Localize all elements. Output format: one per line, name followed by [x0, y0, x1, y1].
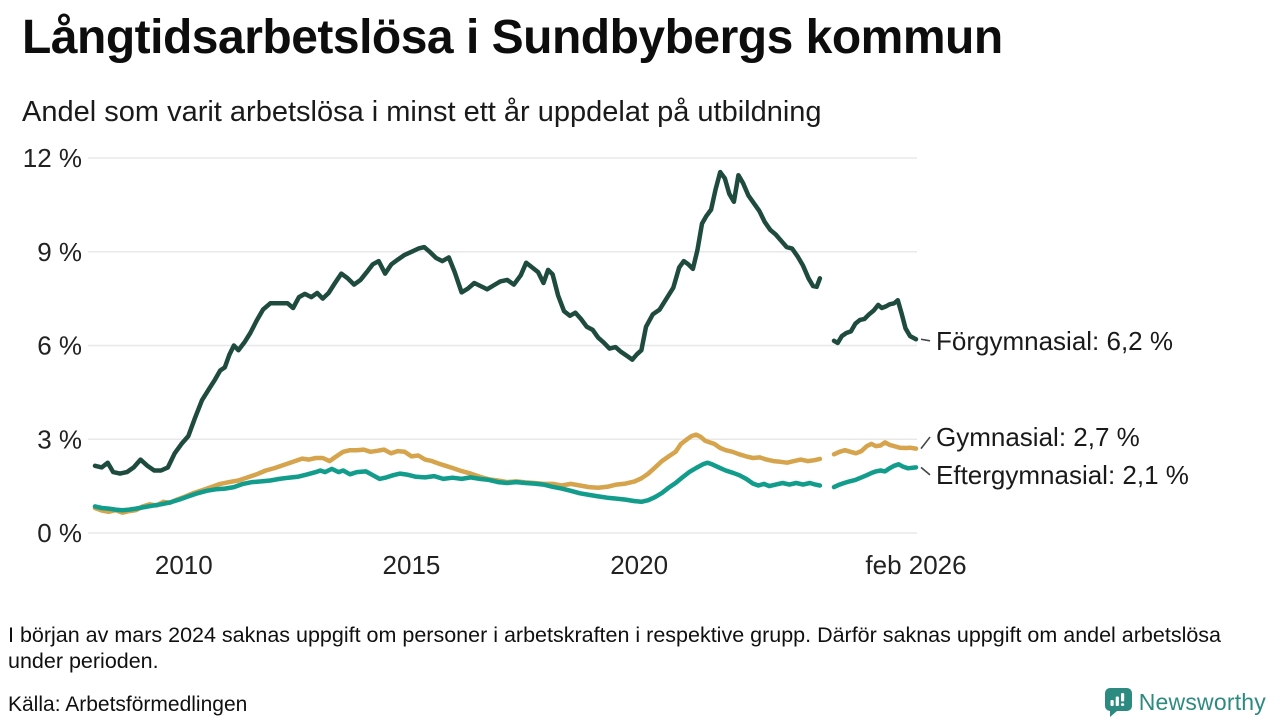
series-line-forgymnasial-after-gap	[831, 297, 919, 346]
y-axis-labels: 0 % 3 % 6 % 9 % 12 %	[23, 143, 82, 548]
series-end-label-forgymnasial: Förgymnasial: 6,2 %	[936, 326, 1173, 356]
newsworthy-wordmark: Newsworthy	[1138, 689, 1266, 715]
label-connector-forgymnasial	[920, 338, 931, 342]
series-end-label-gymnasial: Gymnasial: 2,7 %	[936, 422, 1140, 452]
page-subtitle: Andel som varit arbetslösa i minst ett å…	[22, 96, 822, 128]
x-axis-labels: 2010 2015 2020 feb 2026	[155, 550, 967, 580]
series-line-eftergymnasial	[92, 460, 823, 513]
series-lines	[92, 169, 919, 515]
x-tick-label: feb 2026	[865, 550, 966, 580]
series-line-gymnasial-after-gap	[831, 440, 919, 457]
source-label: Källa: Arbetsförmedlingen	[8, 693, 248, 716]
newsworthy-icon	[1104, 688, 1132, 717]
label-connector-gymnasial	[920, 436, 931, 450]
series-end-labels: Förgymnasial: 6,2 % Gymnasial: 2,7 % Efter…	[920, 326, 1189, 490]
line-chart: 0 % 3 % 6 % 9 % 12 % 2010 2015 2020 feb 2026 Fö…	[23, 143, 1189, 580]
series-line-forgymnasial	[92, 169, 823, 476]
label-connector-eftergymnasial	[920, 466, 931, 476]
y-tick-label: 12 %	[23, 143, 82, 173]
x-tick-label: 2010	[155, 550, 213, 580]
y-tick-label: 3 %	[37, 424, 82, 454]
footnote: I början av mars 2024 saknas uppgift om …	[8, 623, 1222, 673]
page-title: Långtidsarbetslösa i Sundbybergs kommun	[22, 11, 1003, 64]
series-line-eftergymnasial-after-gap	[831, 462, 919, 490]
series-line-gymnasial	[92, 432, 823, 515]
x-tick-label: 2015	[383, 550, 441, 580]
gridlines	[88, 157, 917, 534]
series-end-label-eftergymnasial: Eftergymnasial: 2,1 %	[936, 460, 1189, 490]
y-tick-label: 9 %	[37, 237, 82, 267]
y-tick-label: 0 %	[37, 518, 82, 548]
y-tick-label: 6 %	[37, 331, 82, 361]
x-tick-label: 2020	[610, 550, 668, 580]
newsworthy-logo: Newsworthy	[1104, 688, 1266, 717]
